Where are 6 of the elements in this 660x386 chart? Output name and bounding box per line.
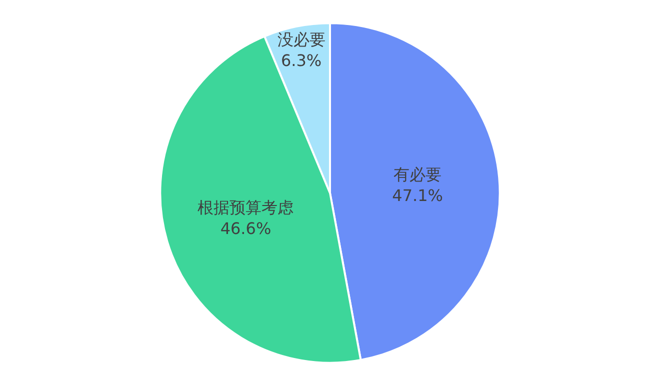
data-label: 46.6% [220,219,272,238]
data-label: 6.3% [280,50,322,70]
slice-label: 没必要 [277,30,326,49]
slice-label: 有必要 [394,165,442,184]
slice-label: 根据预算考虑 [198,198,294,218]
data-label: 47.1% [392,186,443,205]
